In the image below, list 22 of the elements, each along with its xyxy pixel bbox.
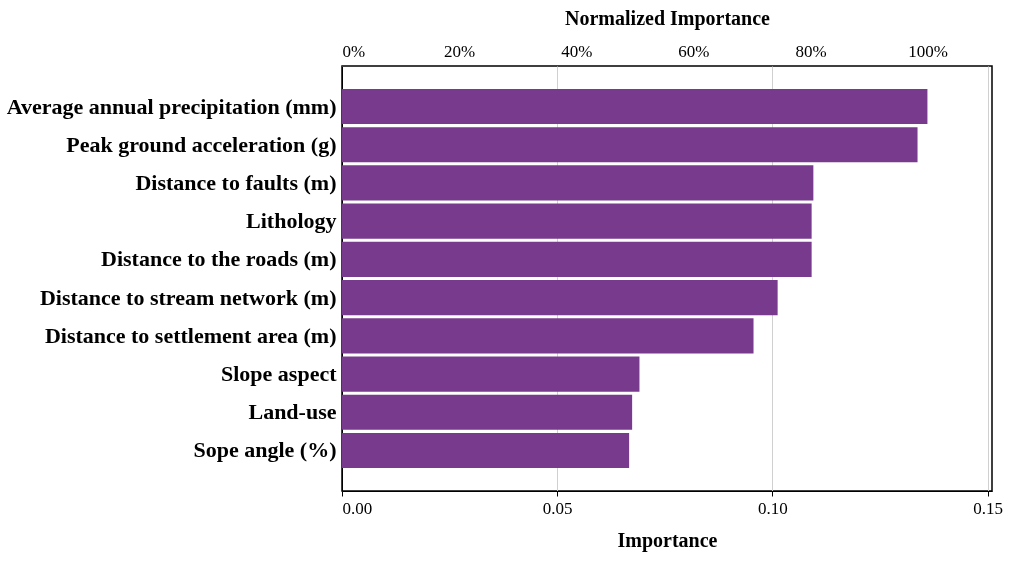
- y-tick-label: Sope angle (%): [193, 437, 337, 463]
- y-tick-label: Average annual precipitation (mm): [6, 93, 337, 119]
- y-tick-label: Peak ground acceleration (g): [66, 131, 337, 157]
- y-tick-label: Land-use: [248, 399, 337, 425]
- x-axis-title: Importance: [617, 528, 718, 552]
- y-tick-label: Distance to stream network (m): [39, 284, 337, 310]
- x-tick-label: 0.05: [542, 498, 573, 518]
- x2-tick-label: 100%: [908, 41, 948, 61]
- x-tick-label: 0.10: [758, 498, 788, 518]
- x2-tick-label: 20%: [444, 41, 476, 61]
- x2-tick-label: 80%: [795, 41, 827, 61]
- x2-axis-title: Normalized Importance: [565, 6, 771, 30]
- x-tick-label: 0.15: [973, 498, 1004, 518]
- y-tick-label: Slope aspect: [221, 361, 338, 387]
- x2-tick-label: 0%: [342, 41, 366, 61]
- y-tick-label: Distance to faults (m): [135, 169, 337, 195]
- y-tick-label: Lithology: [246, 208, 337, 234]
- x2-tick-label: 60%: [678, 41, 710, 61]
- y-tick-label: Distance to settlement area (m): [44, 322, 337, 348]
- x2-tick-label: 40%: [561, 41, 593, 61]
- x-tick-label: 0.00: [342, 498, 373, 518]
- y-tick-label: Distance to the roads (m): [101, 246, 337, 272]
